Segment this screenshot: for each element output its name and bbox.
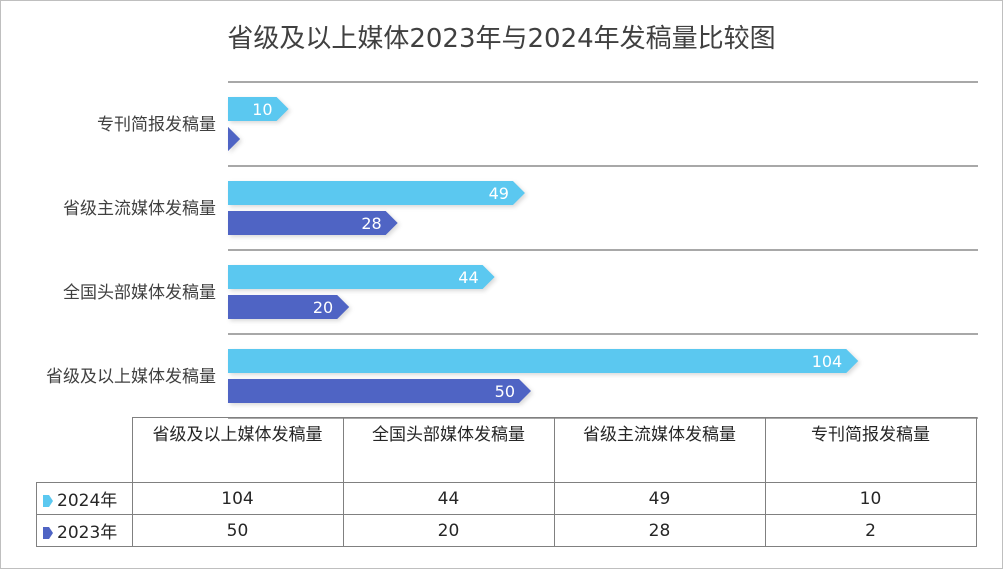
- data-label: 50: [495, 382, 515, 401]
- data-label: 44: [458, 268, 478, 287]
- bar-2023年: [228, 379, 531, 403]
- data-label: 104: [812, 352, 843, 371]
- table-header-cell: 省级及以上媒体发稿量: [131, 417, 344, 483]
- bar-2024年: [228, 265, 495, 289]
- table-cell: 2: [764, 514, 977, 547]
- table-cell: 10: [764, 482, 977, 515]
- bar-2023年: [228, 127, 241, 151]
- table-cell: 28: [553, 514, 766, 547]
- data-table-corner: [36, 417, 133, 483]
- table-cell: 104: [131, 482, 344, 515]
- table-header-cell: 专刊简报发稿量: [764, 417, 977, 483]
- bar-2024年: [228, 349, 859, 373]
- legend-key-2024: [43, 495, 53, 507]
- data-label: 10: [252, 100, 272, 119]
- chart-title: 省级及以上媒体2023年与2024年发稿量比较图: [227, 24, 776, 54]
- table-header-cell: 全国头部媒体发稿量: [342, 417, 555, 483]
- bar-2024年: [228, 97, 289, 121]
- table-cell: 20: [342, 514, 555, 547]
- table-series-cell: 2024年: [36, 482, 133, 515]
- table-cell: 49: [553, 482, 766, 515]
- table-header-cell: 省级主流媒体发稿量: [553, 417, 766, 483]
- category-label: 全国头部媒体发稿量: [63, 283, 216, 303]
- data-table-header-row: 省级及以上媒体发稿量 全国头部媒体发稿量 省级主流媒体发稿量 专刊简报发稿量: [36, 417, 977, 483]
- data-label: 28: [361, 214, 381, 233]
- data-label: 49: [489, 184, 509, 203]
- category-label: 省级主流媒体发稿量: [63, 199, 216, 219]
- table-series-name: 2024年: [57, 491, 118, 511]
- category-label: 专刊简报发稿量: [97, 115, 216, 135]
- table-row: 2023年 50 20 28 2: [36, 514, 977, 547]
- legend-key-2023: [43, 527, 53, 539]
- bar-2023年: [228, 211, 398, 235]
- table-cell: 44: [342, 482, 555, 515]
- data-label: 20: [313, 298, 333, 317]
- table-series-name: 2023年: [57, 523, 118, 543]
- bar-2023年: [228, 295, 350, 319]
- bar-2024年: [228, 181, 525, 205]
- table-cell: 50: [131, 514, 344, 547]
- category-label: 省级及以上媒体发稿量: [46, 367, 216, 387]
- data-table: 省级及以上媒体发稿量 全国头部媒体发稿量 省级主流媒体发稿量 专刊简报发稿量 2…: [36, 417, 977, 547]
- table-series-cell: 2023年: [36, 514, 133, 547]
- table-row: 2024年 104 44 49 10: [36, 482, 977, 515]
